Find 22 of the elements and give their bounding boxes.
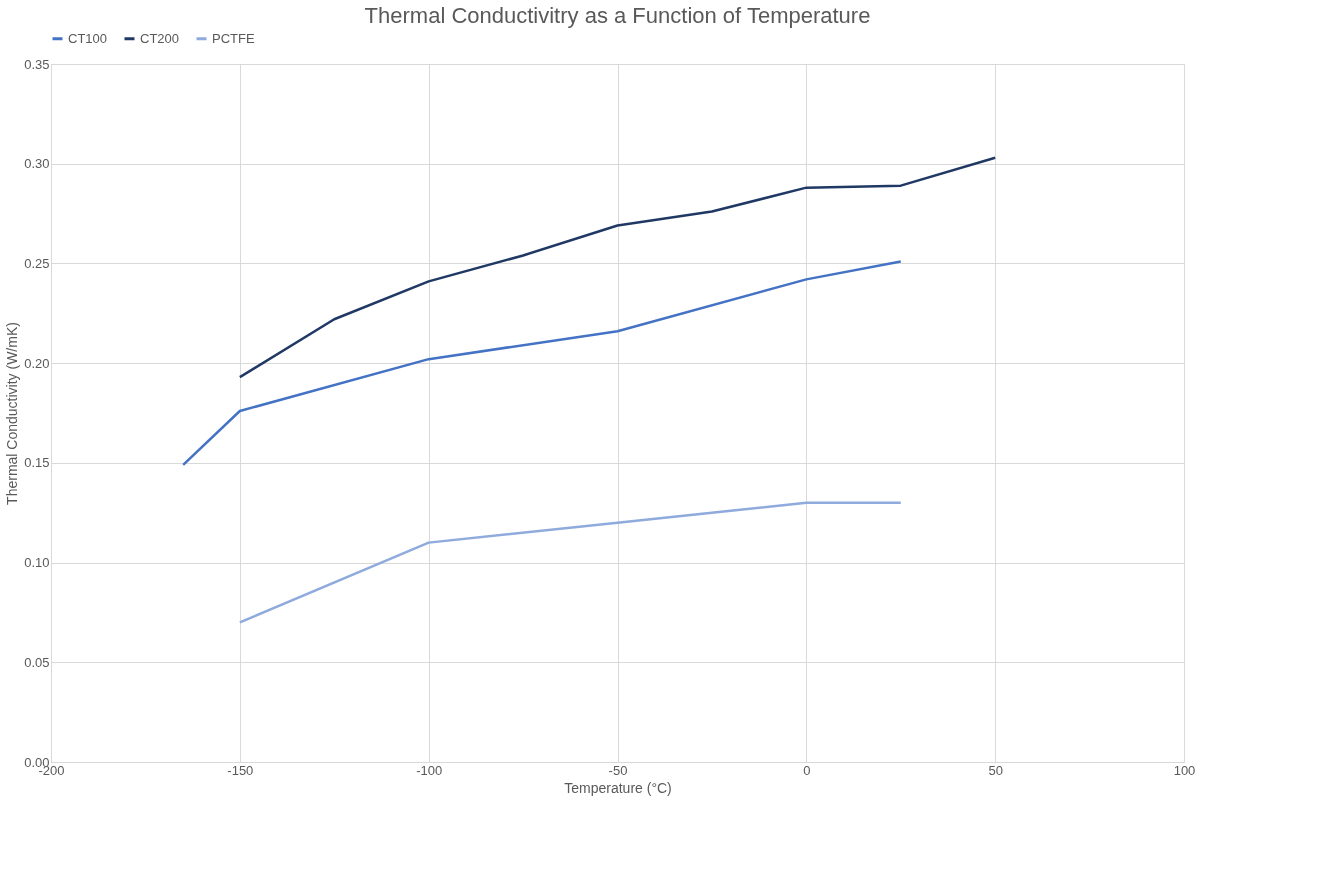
y-tick-label: 0.25 xyxy=(24,255,50,271)
y-tick-label: 0.15 xyxy=(24,455,50,471)
legend-label: PCTFE xyxy=(212,30,255,46)
y-tick-label: 0.35 xyxy=(24,56,50,72)
y-tick-label: 0.10 xyxy=(24,555,50,571)
x-tick-label: -150 xyxy=(227,762,254,778)
y-tick-label: 0.05 xyxy=(24,654,50,670)
line-series xyxy=(181,260,902,467)
y-tick-label: 0.20 xyxy=(24,355,50,371)
x-tick-label: 50 xyxy=(988,762,1003,778)
x-tick-label: 100 xyxy=(1173,762,1196,778)
y-tick-label: 0.30 xyxy=(24,156,50,172)
legend-label: CT200 xyxy=(140,30,180,46)
legend-label: CT100 xyxy=(68,30,108,46)
x-axis-title: Temperature (°C) xyxy=(564,779,672,796)
line-series xyxy=(238,156,997,379)
chart-title: Thermal Conductivitry as a Function of Temperature xyxy=(364,3,871,28)
y-axis-title: Thermal Conductivity (W/mK) xyxy=(4,322,21,505)
x-tick-label: -100 xyxy=(416,762,443,778)
x-tick-label: 0 xyxy=(803,762,811,778)
x-tick-label: -50 xyxy=(608,762,628,778)
line-series xyxy=(238,501,902,624)
